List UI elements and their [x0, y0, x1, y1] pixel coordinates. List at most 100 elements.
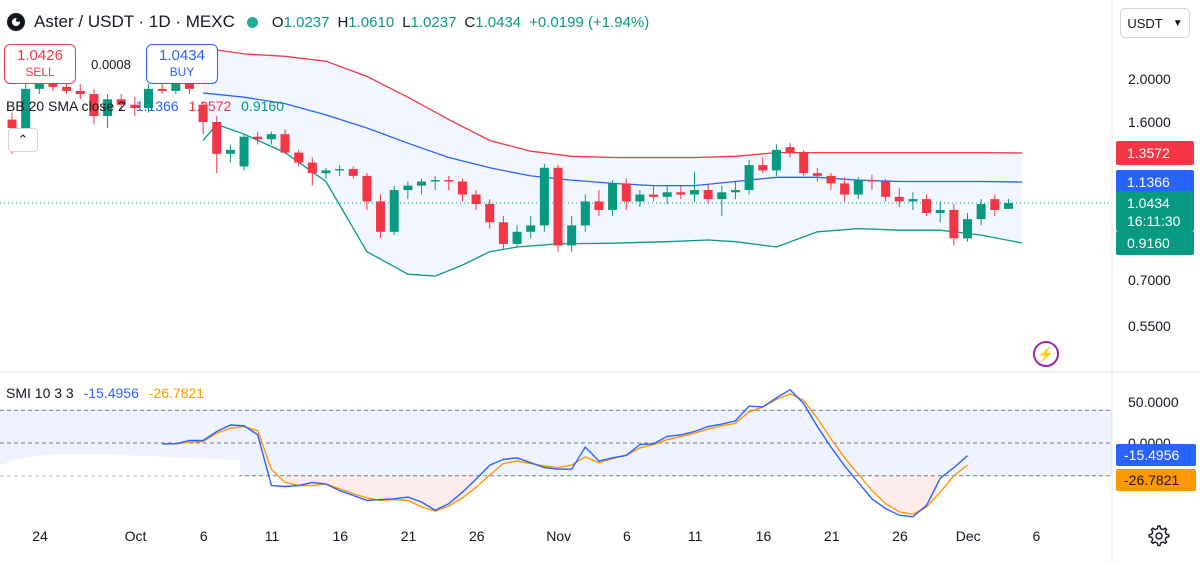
candle: [812, 167, 822, 182]
change-value: +0.0199 (+1.94%): [529, 13, 650, 31]
sell-label: SELL: [25, 65, 55, 79]
spread-value: 0.0008: [91, 56, 131, 72]
candle: [498, 216, 508, 249]
price-label-box: [1116, 170, 1194, 194]
candle-body: [457, 181, 467, 195]
time-tick-label: 16: [333, 528, 349, 544]
candle: [526, 216, 536, 239]
candle: [621, 178, 631, 210]
candle-body: [771, 149, 781, 171]
candle-body: [307, 162, 317, 174]
smi-value-box: [1116, 444, 1196, 466]
time-tick-label: 6: [623, 528, 631, 544]
candle: [826, 173, 836, 191]
price-label-box: [1116, 141, 1194, 165]
candle: [853, 177, 863, 200]
collapse-legend-button[interactable]: ⌃: [8, 128, 38, 152]
lightning-icon[interactable]: ⚡: [1033, 341, 1059, 367]
smi-value-text: -15.4956: [1124, 447, 1179, 463]
price-label-upper: 1.3572: [1116, 141, 1194, 165]
candle-body: [103, 99, 113, 117]
candle-body: [635, 194, 645, 202]
smi-legend[interactable]: SMI 10 3 3 -15.4956 -26.7821: [6, 385, 210, 401]
candle-body: [362, 175, 372, 202]
smi-oversold-fill: [285, 475, 477, 512]
candle-body: [266, 134, 276, 140]
candle: [471, 190, 481, 210]
candle-body: [430, 180, 440, 182]
candle-body: [253, 136, 263, 140]
candle-body: [744, 165, 754, 191]
smi-oversold-fill: [871, 475, 941, 515]
candle-body: [812, 173, 822, 176]
aster-logo-icon: [7, 13, 25, 31]
candle: [130, 97, 140, 117]
currency-selector[interactable]: USDT ▼: [1120, 8, 1190, 38]
time-tick-label: Oct: [125, 528, 147, 544]
candle: [730, 181, 740, 200]
bb-lower-value: 0.9160: [241, 98, 284, 114]
candle: [1003, 198, 1013, 209]
candle-body: [594, 201, 604, 210]
smi-line: [162, 388, 968, 518]
time-tick-label: 11: [688, 528, 703, 544]
close-value: 1.0434: [475, 13, 522, 31]
candle: [635, 190, 645, 207]
candle: [485, 199, 495, 229]
candle-body: [621, 183, 631, 202]
candle: [253, 131, 263, 145]
candle-body: [881, 181, 891, 197]
price-tick-label: 1.6000: [1128, 114, 1171, 130]
candle: [949, 204, 959, 246]
candle-body: [89, 94, 99, 117]
candle: [608, 180, 618, 217]
candle: [922, 194, 932, 217]
candle: [376, 194, 386, 239]
candle: [362, 173, 372, 210]
candle: [239, 134, 249, 171]
candle-body: [676, 192, 686, 195]
bb-legend[interactable]: BB 20 SMA close 2 1.1366 1.3572 0.9160: [6, 98, 290, 114]
low-value: 1.0237: [410, 13, 457, 31]
bb-upper-value: 1.3572: [188, 98, 232, 114]
candle-body: [840, 183, 850, 195]
price-label-last: 1.0434 16:11:30: [1116, 191, 1194, 231]
buy-button[interactable]: 1.0434 BUY: [146, 44, 218, 84]
candle-body: [21, 88, 31, 128]
time-tick-label: 16: [756, 528, 772, 544]
candle-body: [526, 225, 536, 232]
sell-price: 1.0426: [17, 47, 63, 64]
price-label-text: 1.1366: [1127, 174, 1170, 190]
candle: [744, 160, 754, 195]
candle-body: [963, 219, 972, 239]
candle-body: [608, 183, 618, 210]
candle-body: [553, 167, 563, 246]
candle-body: [662, 192, 672, 197]
time-tick-label: 11: [265, 528, 280, 544]
last-price-text: 1.0434: [1127, 195, 1170, 211]
candle-body: [990, 199, 1000, 210]
candle-body: [157, 88, 167, 91]
candle: [348, 166, 358, 179]
trade-panel: 1.0426 SELL 0.0008 1.0434 BUY: [4, 44, 218, 84]
high-value: 1.0610: [348, 13, 395, 31]
candle: [403, 181, 413, 200]
candle: [321, 167, 331, 179]
candle-body: [321, 170, 331, 174]
sell-button[interactable]: 1.0426 SELL: [4, 44, 76, 84]
chevron-up-icon: ⌃: [17, 132, 29, 147]
symbol-title[interactable]: Aster / USDT · 1D · MEXC: [34, 12, 235, 31]
candle: [539, 163, 549, 232]
candle: [103, 94, 113, 128]
price-tick-label: 0.7000: [1128, 272, 1171, 288]
bb-label: BB 20 SMA close 2: [6, 98, 126, 114]
price-label-lower: 0.9160: [1116, 231, 1194, 255]
settings-gear-icon[interactable]: [1148, 525, 1170, 547]
smi-pane: [0, 388, 1112, 518]
smi-value-box: [1116, 469, 1196, 491]
candle-body: [785, 147, 795, 153]
time-tick-label: 24: [32, 528, 48, 544]
candle: [717, 185, 727, 217]
candle: [703, 183, 713, 205]
